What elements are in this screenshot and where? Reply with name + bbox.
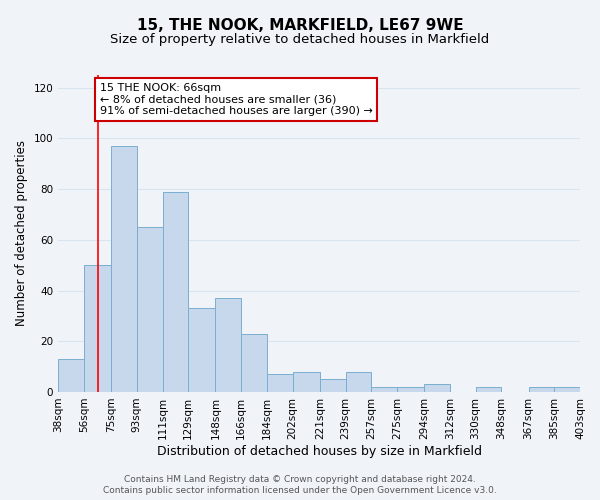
Text: 15 THE NOOK: 66sqm
← 8% of detached houses are smaller (36)
91% of semi-detached: 15 THE NOOK: 66sqm ← 8% of detached hous… [100,83,373,116]
Bar [111,146,137,392]
Text: Contains public sector information licensed under the Open Government Licence v3: Contains public sector information licen… [103,486,497,495]
Bar [371,387,397,392]
Bar [397,387,424,392]
Bar [84,265,111,392]
Bar [241,334,267,392]
Text: 15, THE NOOK, MARKFIELD, LE67 9WE: 15, THE NOOK, MARKFIELD, LE67 9WE [137,18,463,32]
Bar [320,380,346,392]
Bar [58,359,84,392]
Bar [346,372,371,392]
Bar [267,374,293,392]
X-axis label: Distribution of detached houses by size in Markfield: Distribution of detached houses by size … [157,444,482,458]
Bar [215,298,241,392]
Bar [293,372,320,392]
Text: Size of property relative to detached houses in Markfield: Size of property relative to detached ho… [110,32,490,46]
Text: Contains HM Land Registry data © Crown copyright and database right 2024.: Contains HM Land Registry data © Crown c… [124,475,476,484]
Y-axis label: Number of detached properties: Number of detached properties [15,140,28,326]
Bar [554,387,580,392]
Bar [476,387,502,392]
Bar [424,384,450,392]
Bar [163,192,188,392]
Bar [188,308,215,392]
Bar [137,227,163,392]
Bar [529,387,554,392]
